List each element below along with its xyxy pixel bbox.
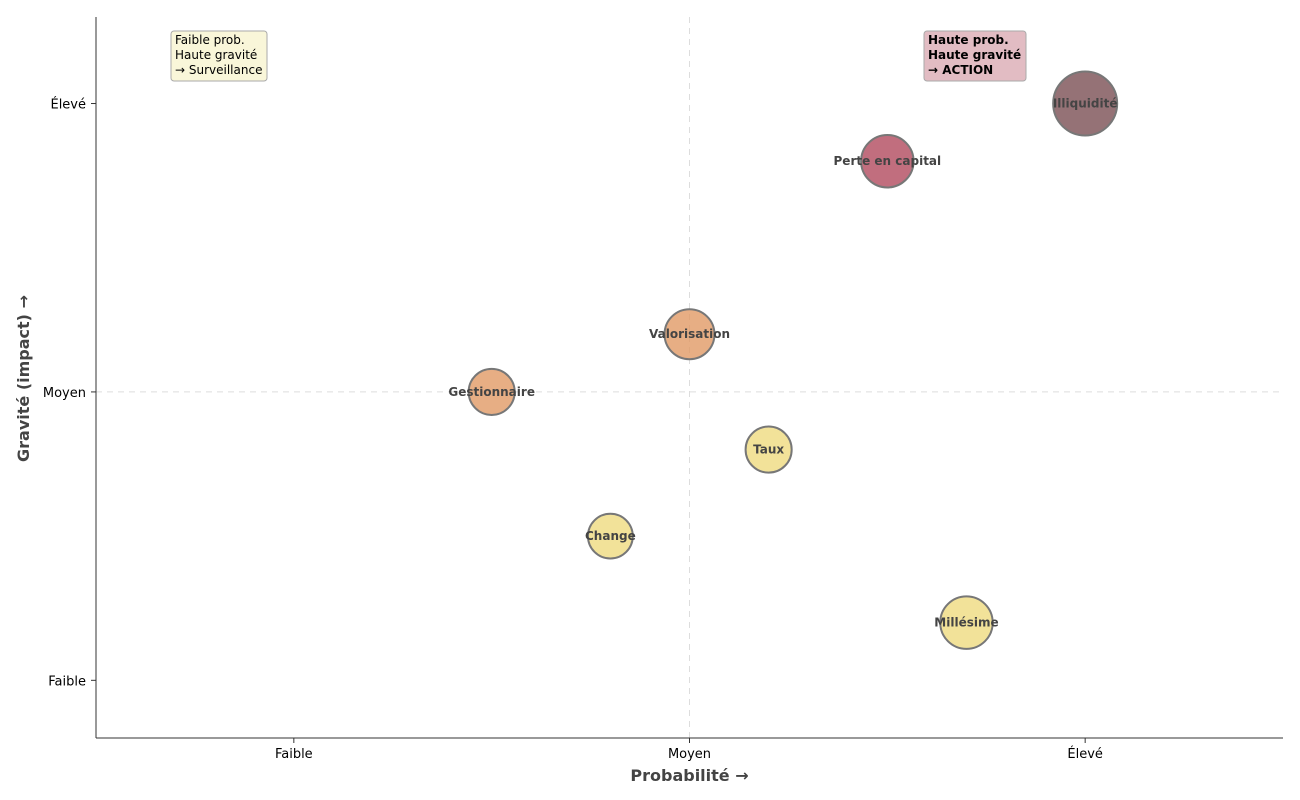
bubble-point (467, 367, 516, 416)
bubble-label: Illiquidité (1053, 97, 1118, 111)
bubble-point (939, 595, 994, 650)
x-tick-label: Élevé (1067, 746, 1103, 762)
bubble-label: Change (585, 529, 636, 543)
bubble-label: Perte en capital (834, 154, 942, 168)
annotation-low-prob-high-sev: Faible prob.Haute gravité→ Surveillance (170, 30, 268, 82)
bubble-point (663, 308, 716, 361)
bubble-label: Millésime (934, 616, 998, 630)
annotation-box (923, 30, 1027, 82)
y-tick-label: Faible (48, 674, 86, 689)
y-tick-label: Moyen (43, 386, 86, 401)
bubble-point (1052, 70, 1119, 137)
bubble-point (860, 133, 915, 189)
y-tick-label: Élevé (50, 97, 86, 113)
bubble-label: Valorisation (649, 327, 730, 341)
bubble-point (744, 425, 793, 474)
x-tick-label: Faible (275, 747, 313, 762)
annotation-line: Haute gravité (175, 48, 257, 62)
annotation-line: → ACTION (928, 63, 993, 77)
annotation-line: Haute gravité (928, 48, 1021, 62)
annotation-line: Faible prob. (175, 33, 245, 47)
annotation-box (170, 30, 268, 82)
x-axis-title: Probabilité → (630, 766, 748, 785)
bubble-label: Gestionnaire (448, 385, 535, 399)
annotation-high-prob-high-sev: Haute prob.Haute gravité→ ACTION (923, 30, 1027, 82)
x-tick-label: Moyen (668, 747, 711, 762)
annotation-line: Haute prob. (928, 33, 1009, 47)
bubble-point (586, 512, 634, 560)
y-axis-title: Gravité (impact) → (14, 295, 33, 462)
bubble-label: Taux (753, 443, 784, 457)
annotation-line: → Surveillance (175, 63, 262, 77)
